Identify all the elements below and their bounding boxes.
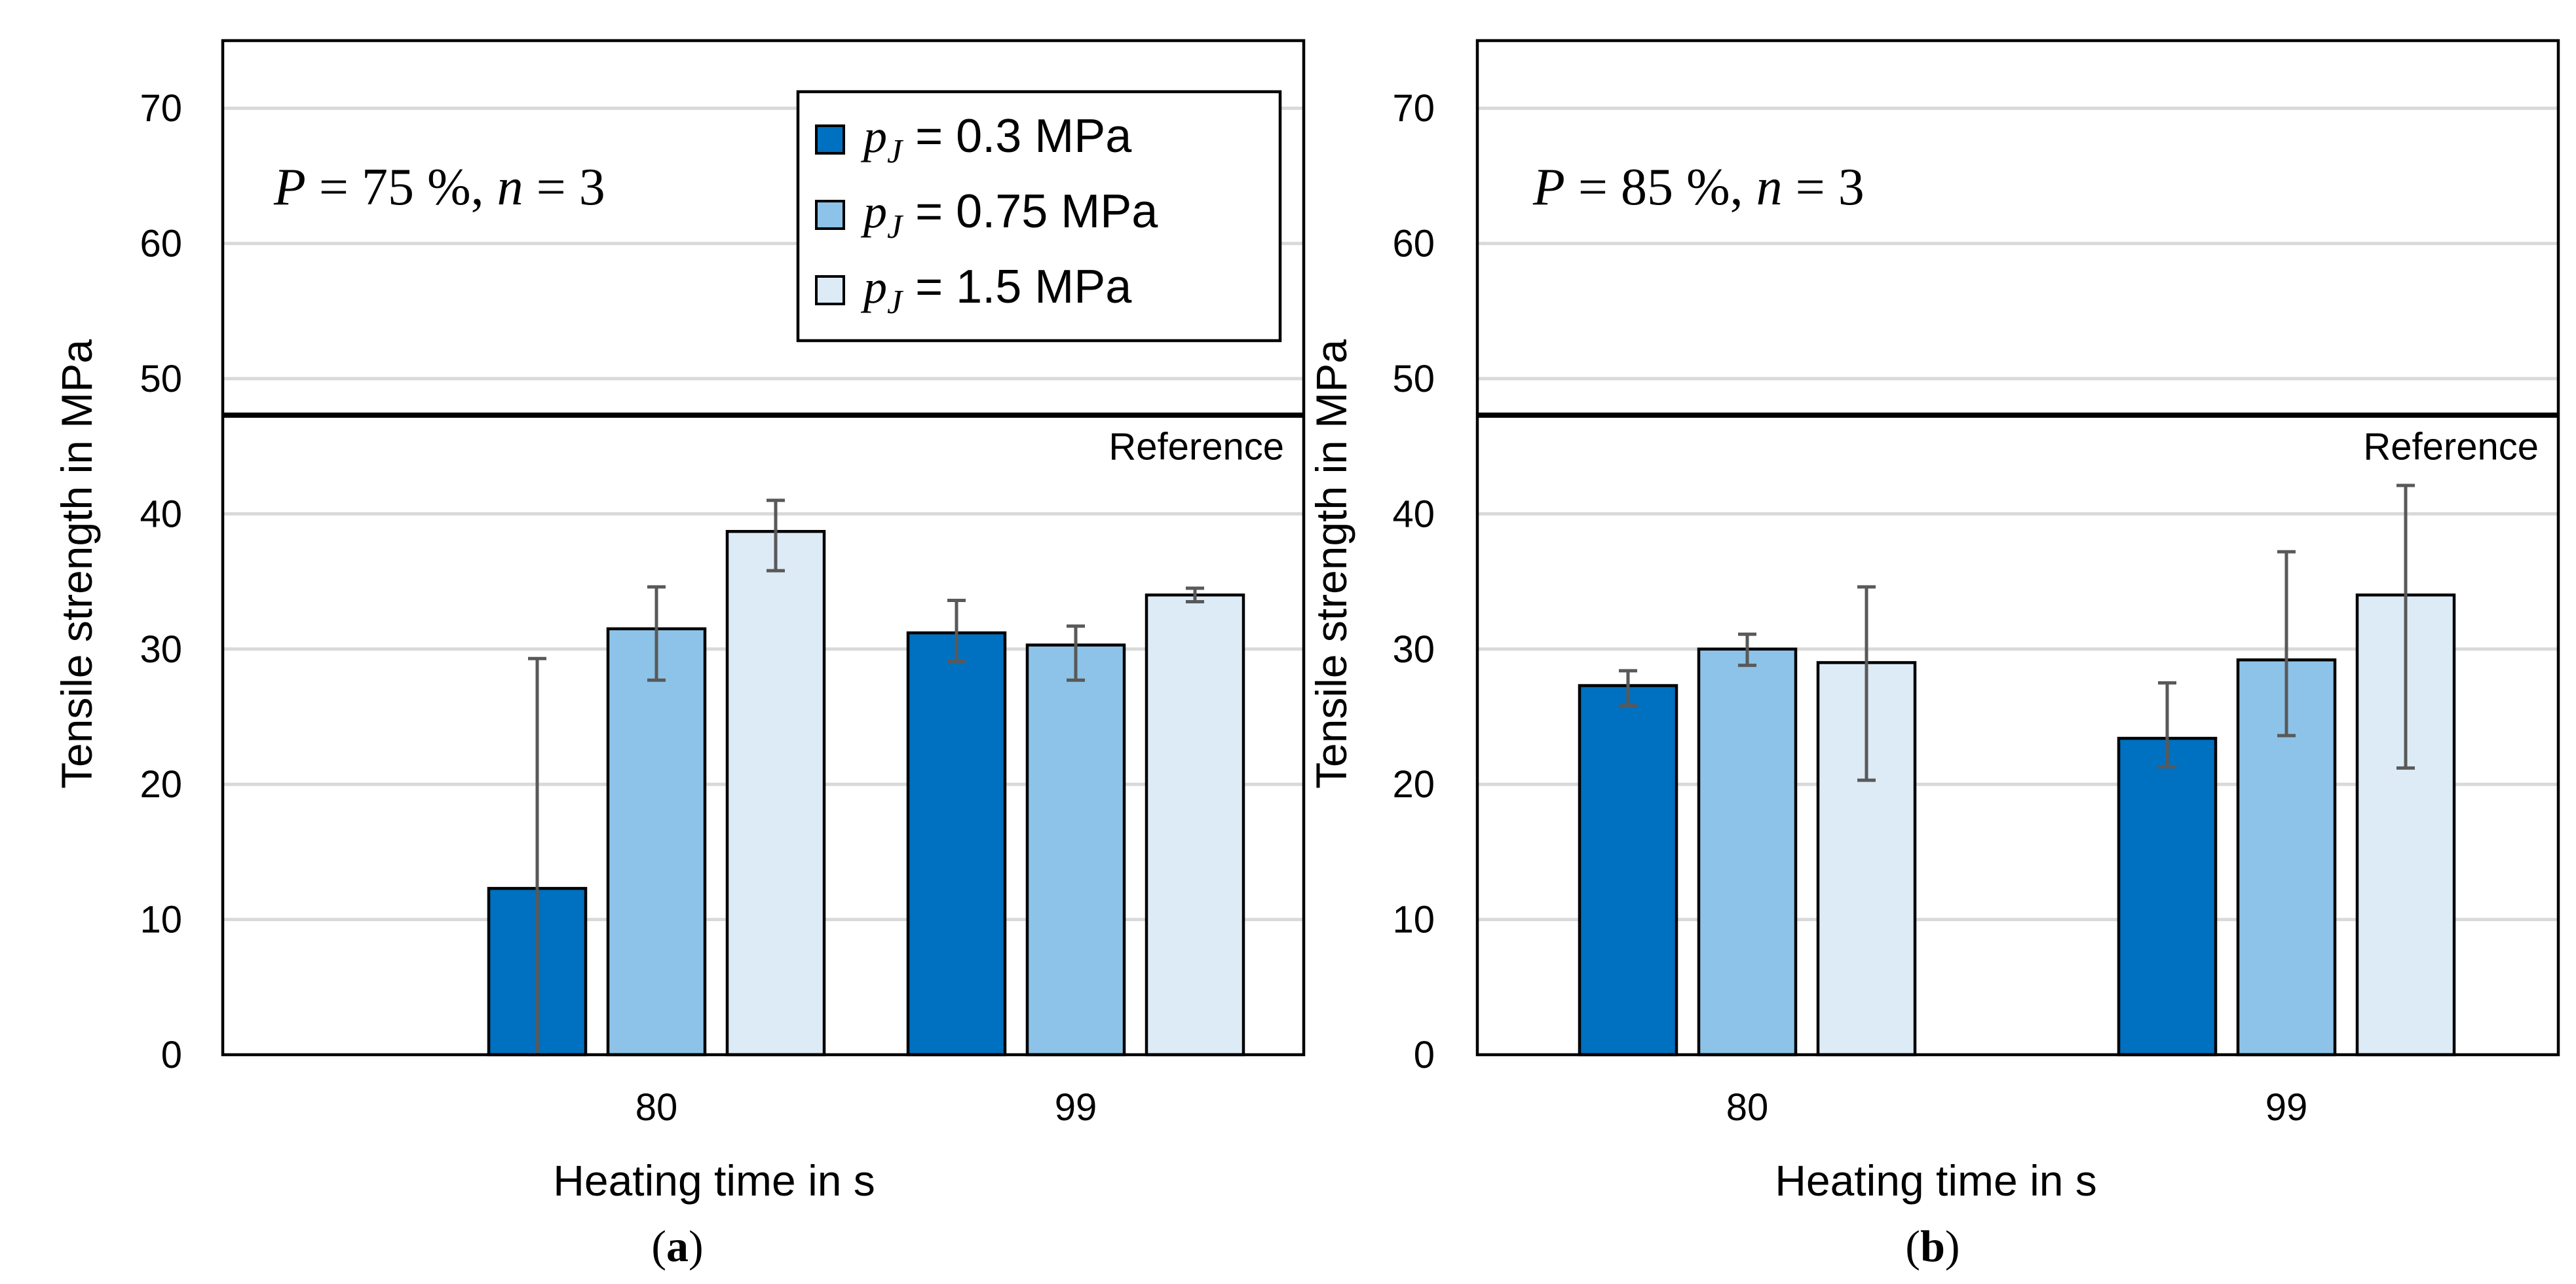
y-tick-label: 40 bbox=[140, 493, 182, 535]
bar bbox=[1145, 593, 1245, 1057]
x-tick-label: 99 bbox=[2265, 1086, 2308, 1129]
x-axis-label: Heating time in s bbox=[1775, 1156, 2097, 1205]
legend-entry: pJ = 0.75 MPa bbox=[860, 185, 1158, 246]
y-tick-label: 30 bbox=[1392, 628, 1435, 671]
reference-label: Reference bbox=[2363, 426, 2539, 468]
chart-panel-b: 0 10 20 30 40 50 60 70 80 99 Reference P = 85 %, n … bbox=[1307, 39, 2560, 1271]
error-bar bbox=[767, 499, 785, 573]
x-axis-label: Heating time in s bbox=[553, 1156, 875, 1205]
legend-swatch bbox=[815, 200, 845, 230]
bar bbox=[906, 631, 1007, 1057]
bar bbox=[725, 529, 826, 1057]
error-bar bbox=[2277, 550, 2296, 738]
y-tick-label: 0 bbox=[1414, 1034, 1435, 1076]
y-tick-label: 20 bbox=[1392, 763, 1435, 806]
x-tick-label: 99 bbox=[1055, 1086, 1097, 1129]
panel-label: (b) bbox=[1905, 1221, 1960, 1271]
y-tick-label: 60 bbox=[1392, 223, 1435, 265]
error-bar bbox=[1857, 585, 1876, 782]
y-axis-label: Tensile strength in MPa bbox=[1307, 339, 1355, 789]
legend-entry: pJ = 0.3 MPa bbox=[860, 110, 1132, 170]
bar bbox=[606, 627, 707, 1057]
panel-label: (a) bbox=[651, 1221, 703, 1271]
y-axis-label: Tensile strength in MPa bbox=[52, 339, 101, 789]
plot-area-frame bbox=[1475, 39, 2560, 1057]
error-bar bbox=[1619, 669, 1637, 708]
error-bar bbox=[647, 585, 666, 682]
y-tick-label: 10 bbox=[1392, 899, 1435, 941]
y-tick-label: 20 bbox=[140, 763, 182, 806]
legend-swatch bbox=[815, 124, 845, 155]
y-tick-label: 40 bbox=[1392, 493, 1435, 535]
error-bar bbox=[1067, 624, 1085, 682]
error-bar bbox=[2396, 483, 2415, 770]
x-tick-label: 80 bbox=[1726, 1086, 1769, 1129]
legend-swatch bbox=[815, 275, 845, 305]
reference-label: Reference bbox=[1108, 426, 1284, 468]
y-tick-label: 50 bbox=[1392, 358, 1435, 400]
y-tick-label: 0 bbox=[161, 1034, 182, 1076]
y-tick-label: 10 bbox=[140, 899, 182, 941]
y-tick-label: 70 bbox=[1392, 87, 1435, 130]
legend: pJ = 0.3 MPa pJ = 0.75 MPa pJ = 1.5 MPa bbox=[796, 90, 1282, 343]
y-tick-label: 30 bbox=[140, 628, 182, 671]
legend-entry: pJ = 1.5 MPa bbox=[860, 261, 1132, 321]
bar bbox=[2117, 736, 2218, 1057]
error-bar bbox=[1186, 586, 1204, 604]
legend-frame bbox=[796, 90, 1282, 343]
y-tick-label: 50 bbox=[140, 358, 182, 400]
y-tick-label: 70 bbox=[140, 87, 182, 130]
y-tick-label: 60 bbox=[140, 223, 182, 265]
error-bar bbox=[1738, 632, 1756, 668]
plot-area-frame bbox=[221, 39, 1306, 1057]
condition-annotation: P = 75 %, n = 3 bbox=[273, 159, 605, 216]
error-bar bbox=[947, 598, 966, 663]
condition-annotation: P = 85 %, n = 3 bbox=[1532, 159, 1865, 216]
bar bbox=[1025, 643, 1126, 1057]
bar bbox=[1697, 647, 1798, 1057]
bar bbox=[1578, 684, 1678, 1057]
error-bar bbox=[2158, 681, 2176, 768]
x-tick-label: 80 bbox=[635, 1086, 678, 1129]
chart-panel-a: 0 10 20 30 40 50 60 70 80 99 Reference P = 75 %, n … bbox=[52, 39, 1306, 1271]
